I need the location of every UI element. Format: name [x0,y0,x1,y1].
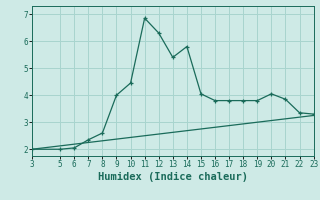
X-axis label: Humidex (Indice chaleur): Humidex (Indice chaleur) [98,172,248,182]
